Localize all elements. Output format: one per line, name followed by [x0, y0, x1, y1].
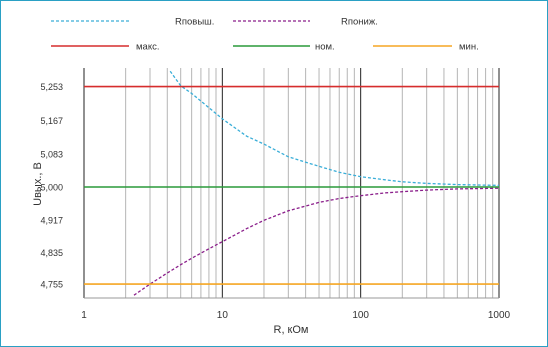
x-tick-label: 1000 — [488, 310, 511, 321]
legend-label-4: мин. — [459, 42, 479, 53]
y-tick-label: 5,253 — [40, 82, 63, 92]
x-tick-label: 1 — [81, 310, 87, 321]
legend-label-3: ном. — [315, 42, 335, 53]
y-tick-label: 4,917 — [40, 215, 63, 225]
tick-labels: 4,755 4,835 4,917 5,000 5,083 5,167 5,253 1 10 10… — [40, 82, 510, 321]
x-tick-label: 100 — [352, 310, 369, 321]
series-line-1 — [133, 187, 500, 296]
y-tick-label: 4,835 — [40, 248, 63, 258]
grid — [83, 68, 500, 299]
legend: Rповыш. Rпониж. макс. ном. мин. — [51, 17, 479, 53]
legend-label-0: Rповыш. — [175, 17, 214, 28]
y-tick-label: 5,083 — [40, 150, 63, 160]
y-axis-label: Uвых., В — [32, 162, 44, 206]
y-tick-label: 5,167 — [40, 116, 63, 126]
y-tick-label: 5,000 — [40, 182, 63, 192]
series-group — [84, 70, 500, 296]
x-axis-label: R, кОм — [274, 324, 309, 336]
legend-label-1: Rпониж. — [341, 17, 378, 28]
series-line-0 — [169, 70, 500, 187]
y-tick-label: 4,755 — [40, 280, 63, 290]
legend-label-2: макс. — [136, 42, 159, 53]
x-tick-label: 10 — [217, 310, 229, 321]
